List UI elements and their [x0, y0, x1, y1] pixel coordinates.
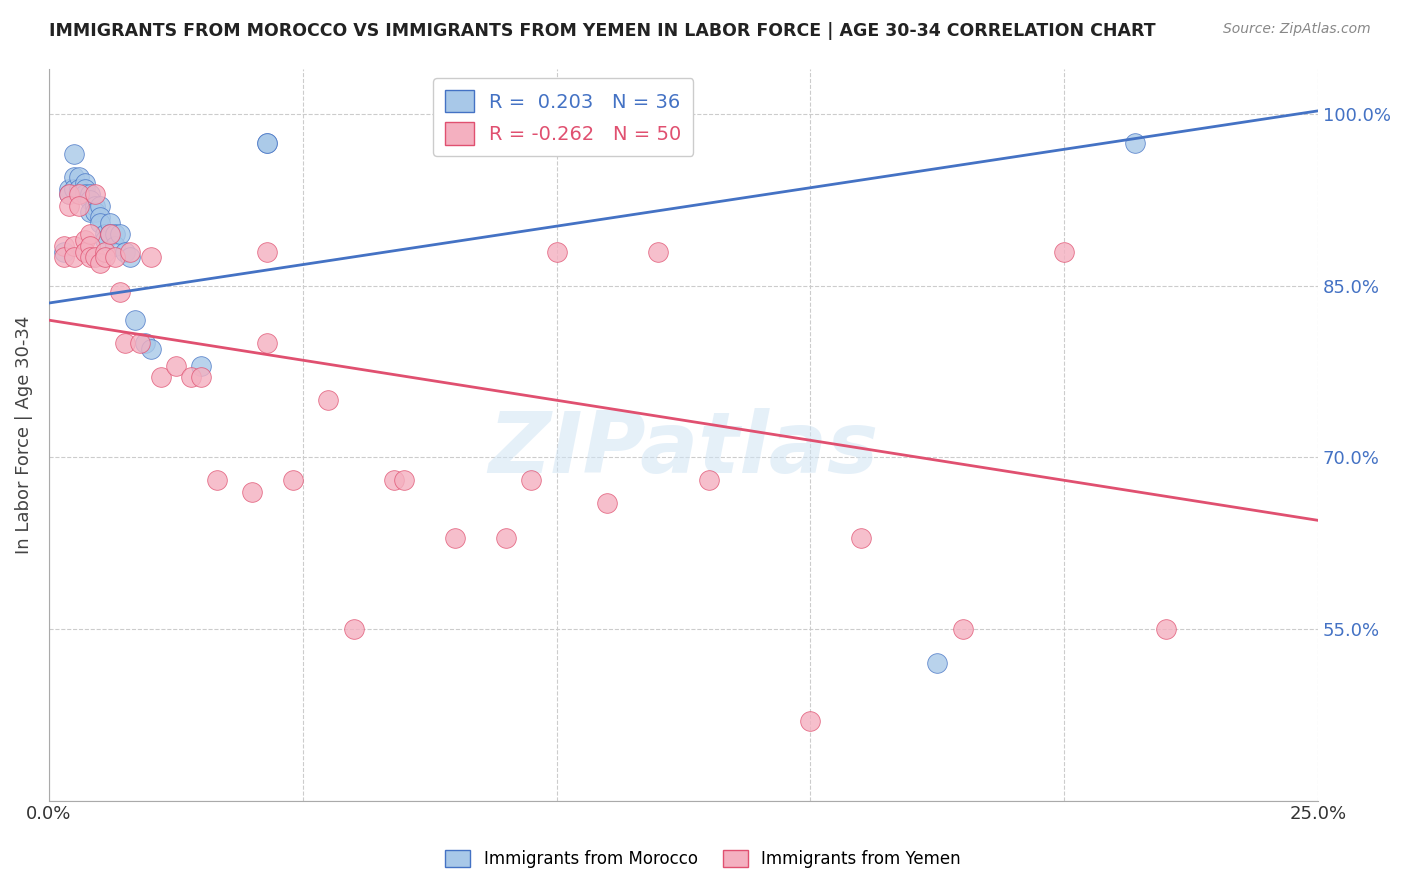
Point — [495, 531, 517, 545]
Point — [53, 239, 76, 253]
Point — [83, 250, 105, 264]
Point — [73, 181, 96, 195]
Point — [58, 199, 80, 213]
Point — [58, 187, 80, 202]
Text: Source: ZipAtlas.com: Source: ZipAtlas.com — [1223, 22, 1371, 37]
Point — [927, 657, 949, 671]
Point — [256, 244, 278, 259]
Point — [89, 256, 111, 270]
Point — [104, 250, 127, 264]
Point — [149, 370, 172, 384]
Point — [256, 336, 278, 351]
Point — [63, 170, 86, 185]
Point — [952, 622, 974, 636]
Point — [190, 370, 212, 384]
Point — [67, 181, 90, 195]
Point — [1053, 244, 1076, 259]
Point — [316, 393, 339, 408]
Y-axis label: In Labor Force | Age 30-34: In Labor Force | Age 30-34 — [15, 316, 32, 554]
Point — [79, 204, 101, 219]
Point — [165, 359, 187, 373]
Point — [67, 187, 90, 202]
Point — [546, 244, 568, 259]
Point — [53, 250, 76, 264]
Point — [114, 336, 136, 351]
Point — [120, 244, 142, 259]
Point — [240, 484, 263, 499]
Point — [596, 496, 619, 510]
Point — [98, 227, 121, 242]
Legend: R =  0.203   N = 36, R = -0.262   N = 50: R = 0.203 N = 36, R = -0.262 N = 50 — [433, 78, 693, 156]
Point — [63, 147, 86, 161]
Point — [104, 239, 127, 253]
Point — [79, 187, 101, 202]
Point — [58, 187, 80, 202]
Point — [114, 244, 136, 259]
Point — [79, 193, 101, 207]
Point — [256, 136, 278, 150]
Point — [53, 244, 76, 259]
Point — [205, 473, 228, 487]
Point — [73, 176, 96, 190]
Point — [129, 336, 152, 351]
Point — [256, 136, 278, 150]
Point — [647, 244, 669, 259]
Point — [79, 239, 101, 253]
Point — [83, 187, 105, 202]
Point — [73, 244, 96, 259]
Legend: Immigrants from Morocco, Immigrants from Yemen: Immigrants from Morocco, Immigrants from… — [439, 843, 967, 875]
Point — [83, 199, 105, 213]
Point — [98, 216, 121, 230]
Point — [67, 170, 90, 185]
Point — [67, 199, 90, 213]
Point — [108, 227, 131, 242]
Point — [89, 216, 111, 230]
Point — [63, 181, 86, 195]
Point — [104, 227, 127, 242]
Point — [58, 181, 80, 195]
Point — [89, 211, 111, 225]
Text: ZIPatlas: ZIPatlas — [488, 408, 879, 491]
Point — [799, 714, 821, 728]
Point — [382, 473, 405, 487]
Point — [120, 250, 142, 264]
Point — [1125, 136, 1147, 150]
Point — [394, 473, 416, 487]
Point — [73, 187, 96, 202]
Point — [697, 473, 720, 487]
Point — [98, 227, 121, 242]
Point — [124, 313, 146, 327]
Point — [63, 239, 86, 253]
Point — [108, 285, 131, 299]
Point — [281, 473, 304, 487]
Point — [180, 370, 202, 384]
Point — [63, 250, 86, 264]
Text: IMMIGRANTS FROM MOROCCO VS IMMIGRANTS FROM YEMEN IN LABOR FORCE | AGE 30-34 CORR: IMMIGRANTS FROM MOROCCO VS IMMIGRANTS FR… — [49, 22, 1156, 40]
Point — [520, 473, 543, 487]
Point — [139, 250, 162, 264]
Point — [139, 342, 162, 356]
Point — [190, 359, 212, 373]
Point — [444, 531, 467, 545]
Point — [342, 622, 364, 636]
Point — [79, 227, 101, 242]
Point — [134, 336, 156, 351]
Point — [94, 244, 117, 259]
Point — [83, 204, 105, 219]
Point — [79, 250, 101, 264]
Point — [94, 227, 117, 242]
Point — [94, 250, 117, 264]
Point — [851, 531, 873, 545]
Point — [89, 199, 111, 213]
Point — [1154, 622, 1177, 636]
Point — [73, 233, 96, 247]
Point — [94, 233, 117, 247]
